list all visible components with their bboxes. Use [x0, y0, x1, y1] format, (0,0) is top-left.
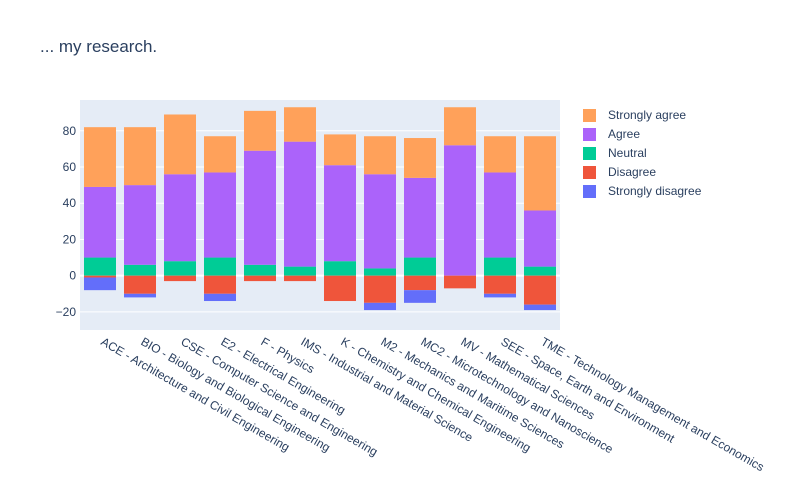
bar [204, 172, 236, 258]
bar [524, 275, 556, 305]
bar [84, 275, 116, 278]
bar [84, 257, 116, 276]
bar [324, 165, 356, 262]
bar [444, 145, 476, 276]
bar [84, 127, 116, 187]
bar [404, 177, 436, 258]
bar [444, 275, 476, 289]
bar [404, 290, 436, 303]
bar [124, 293, 156, 298]
plot-background [80, 100, 560, 330]
bar [404, 138, 436, 178]
bar [484, 275, 516, 294]
bar [284, 141, 316, 267]
bar [204, 136, 236, 173]
bar [364, 174, 396, 269]
bar [524, 304, 556, 311]
bar [204, 293, 236, 302]
bar [484, 293, 516, 298]
bar [204, 275, 236, 294]
bar [164, 174, 196, 262]
bar [524, 136, 556, 211]
legend-swatch [583, 166, 596, 179]
legend-swatch [583, 147, 596, 160]
bar [244, 150, 276, 265]
legend-label: Agree [608, 127, 640, 141]
y-tick-label: 20 [63, 232, 77, 246]
bar [444, 107, 476, 146]
legend-label: Strongly disagree [608, 184, 702, 198]
bar [124, 185, 156, 265]
bar [284, 275, 316, 282]
legend-swatch [583, 128, 596, 141]
bar [484, 172, 516, 258]
bar [324, 275, 356, 302]
bar [164, 275, 196, 282]
legend-swatch [583, 109, 596, 122]
legend-label: Disagree [608, 165, 656, 179]
bar [404, 257, 436, 276]
bar [324, 134, 356, 166]
y-tick-label: 0 [69, 269, 76, 283]
bar [244, 264, 276, 276]
bar [364, 268, 396, 276]
bar [124, 127, 156, 186]
bar [84, 277, 116, 291]
bar [164, 261, 196, 276]
bar [84, 186, 116, 258]
bar [124, 264, 156, 276]
bar [364, 275, 396, 303]
x-axis: ACE - Architecture and Civil Engineering… [99, 334, 767, 474]
bar [484, 136, 516, 173]
bar [284, 107, 316, 142]
bar [244, 275, 276, 282]
y-tick-label: 80 [63, 124, 77, 138]
bar [244, 110, 276, 151]
bar [404, 275, 436, 291]
y-tick-label: −20 [56, 305, 77, 319]
bar [324, 261, 356, 276]
bar [364, 136, 396, 175]
legend-label: Neutral [608, 146, 647, 160]
bars [84, 107, 556, 311]
bar [164, 114, 196, 175]
legend: Strongly agree Agree Neutral Disagree Strong… [583, 108, 702, 198]
bar [284, 266, 316, 276]
y-tick-label: 40 [63, 196, 77, 210]
bar [204, 257, 236, 276]
legend-swatch [583, 185, 596, 198]
bar [124, 275, 156, 294]
bar [524, 266, 556, 276]
grid [80, 130, 560, 313]
bar [524, 210, 556, 267]
legend-label: Strongly agree [608, 108, 686, 122]
chart-title: ... my research. [40, 37, 157, 56]
bar [484, 257, 516, 276]
y-axis: −20 0 20 40 60 80 [56, 124, 77, 319]
y-tick-label: 60 [63, 160, 77, 174]
bar [364, 302, 396, 311]
